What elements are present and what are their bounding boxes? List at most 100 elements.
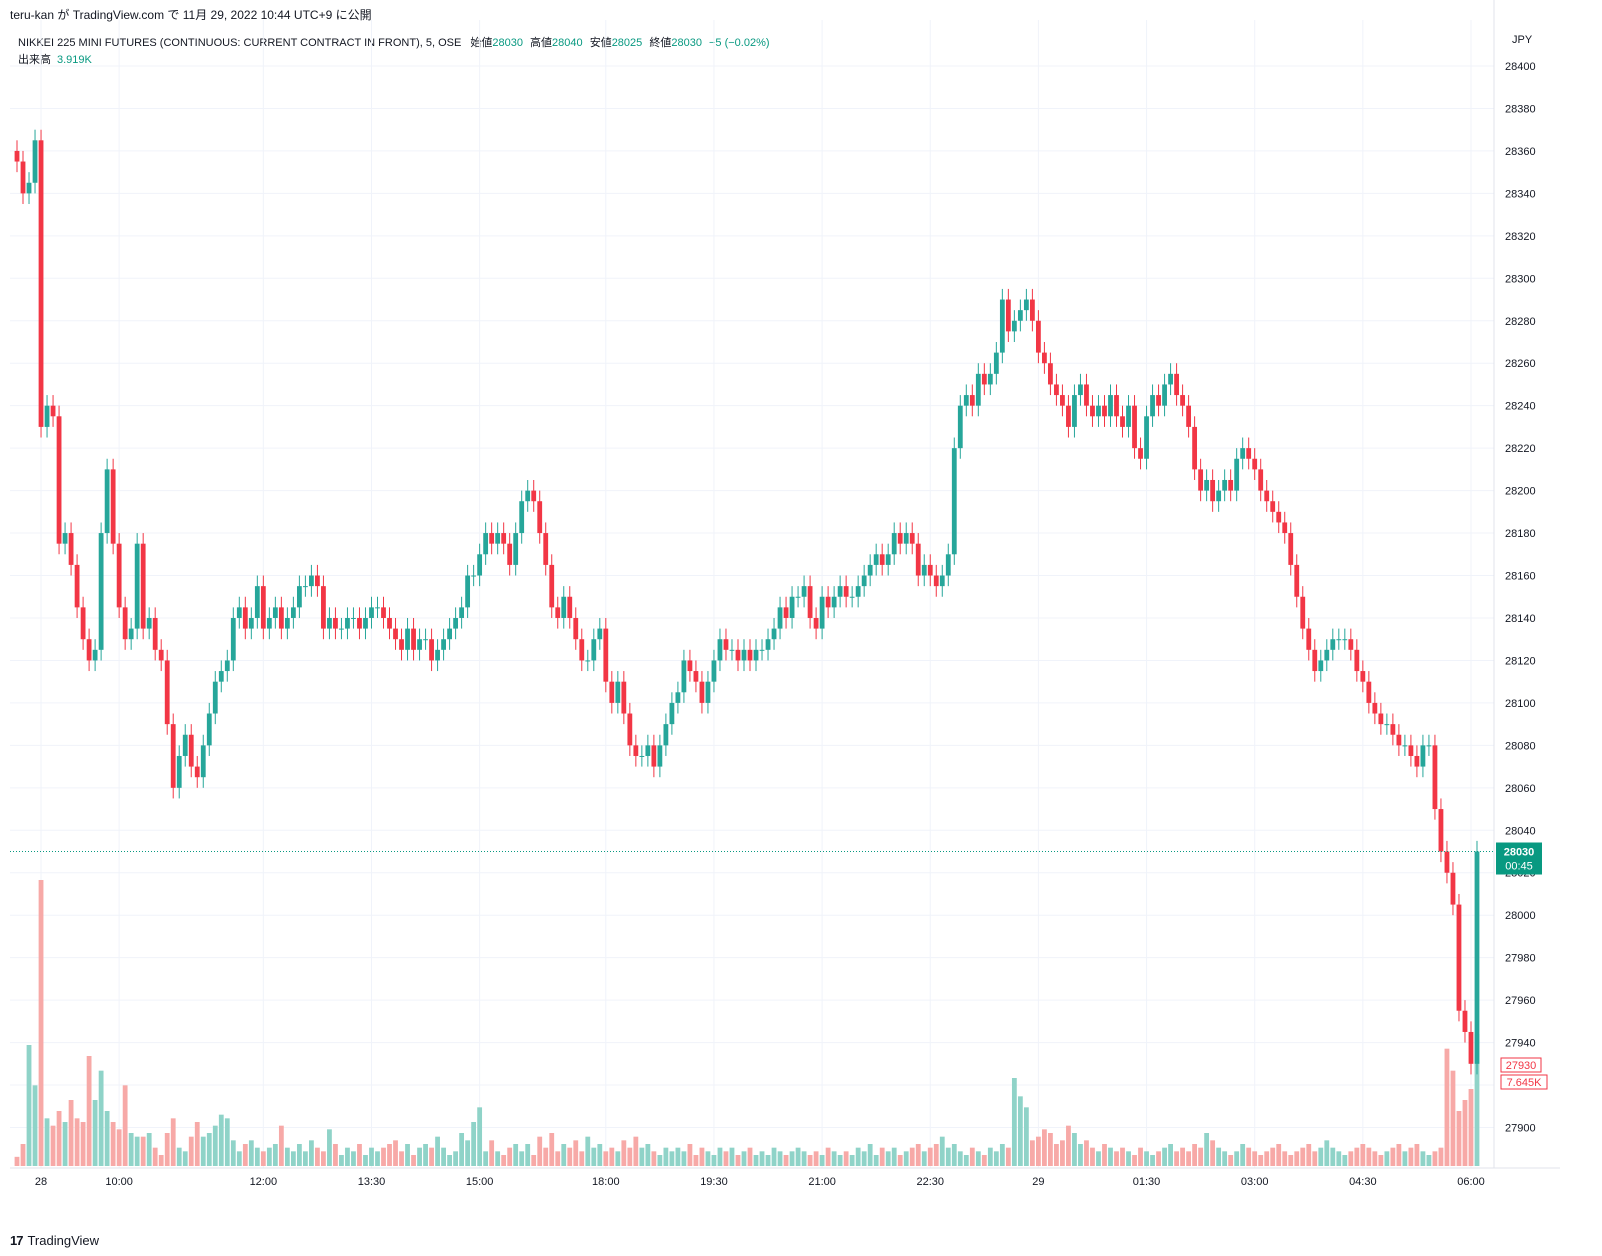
volume-bar (1456, 1111, 1462, 1166)
volume-bar (897, 1155, 903, 1166)
candle-body (1276, 511, 1282, 523)
volume-bar (110, 1122, 116, 1166)
volume-bar (765, 1155, 771, 1166)
countdown-label: 00:45 (1505, 861, 1533, 873)
volume-bar (837, 1155, 843, 1166)
brand-name: TradingView (27, 1233, 100, 1248)
volume-bar (170, 1118, 176, 1166)
volume-bar (86, 1056, 92, 1166)
volume-bar (843, 1151, 849, 1166)
candle-body (1234, 458, 1240, 491)
candle-body (369, 607, 374, 618)
volume-bar (585, 1136, 591, 1166)
candle-body (68, 533, 74, 565)
candle-body (333, 617, 338, 629)
currency-label[interactable]: JPY (1512, 34, 1533, 46)
candle-body (807, 586, 813, 618)
candle-body (969, 395, 975, 406)
volume-bar (176, 1147, 182, 1166)
volume-bar (315, 1147, 320, 1166)
candle-body (1300, 596, 1306, 629)
candle-body (104, 469, 110, 534)
volume-label[interactable]: 出来高 (18, 54, 51, 66)
volume-bar (1120, 1147, 1125, 1166)
volume-bar (387, 1144, 392, 1166)
volume-bar (1390, 1147, 1396, 1166)
volume-bar (1294, 1151, 1300, 1166)
candle-body (1216, 490, 1222, 502)
candle-body (381, 607, 386, 618)
candle-body (783, 607, 789, 618)
candle-body (867, 564, 873, 576)
candle-body (885, 554, 891, 565)
volume-bar (693, 1155, 699, 1166)
volume-bar (363, 1155, 368, 1166)
volume-bar (735, 1155, 741, 1166)
volume-bar (579, 1151, 585, 1166)
candle-body (411, 628, 416, 650)
volume-bar (272, 1144, 278, 1166)
candle-body (260, 586, 266, 629)
last-price-label: 28030 (1504, 847, 1535, 859)
x-tick-label: 13:30 (358, 1176, 386, 1188)
candle-body (315, 575, 320, 587)
candle-body (80, 607, 86, 640)
candle-body (1420, 745, 1426, 767)
candle-body (1005, 299, 1011, 332)
volume-bar (333, 1144, 338, 1166)
candle-body (771, 628, 777, 640)
candle-body (669, 702, 675, 725)
candle-body (687, 660, 693, 672)
candle-body (1156, 395, 1161, 406)
y-tick-label: 28240 (1505, 401, 1536, 413)
candle-body (1192, 426, 1198, 470)
candle-body (561, 596, 567, 618)
candle-body (1054, 384, 1059, 396)
candle-body (200, 745, 206, 778)
low-marker-label: 27930 (1506, 1060, 1537, 1072)
volume-bar (537, 1136, 543, 1166)
candle-body (110, 469, 116, 544)
candle-body (206, 713, 212, 746)
symbol-name[interactable]: NIKKEI 225 MINI FUTURES (CONTINUOUS: CUR… (18, 37, 462, 49)
volume-bar (771, 1147, 777, 1166)
volume-bar (513, 1144, 519, 1166)
x-tick-label: 04:30 (1349, 1176, 1377, 1188)
volume-bar (885, 1151, 891, 1166)
tradingview-brand[interactable]: 17 TradingView (10, 1233, 99, 1248)
volume-bar (1174, 1151, 1179, 1166)
x-tick-label: 18:00 (592, 1176, 620, 1188)
volume-bar (1468, 1089, 1474, 1166)
candle-body (212, 681, 218, 714)
candle-body (897, 533, 903, 544)
candle-body (38, 140, 44, 427)
volume-bar (1246, 1147, 1252, 1166)
volume-bar (38, 880, 44, 1166)
volume-bar (212, 1125, 218, 1166)
candle-body (711, 660, 717, 682)
candle-body (537, 501, 543, 534)
candle-body (441, 639, 446, 650)
candle-body (621, 681, 627, 714)
y-tick-label: 28400 (1505, 61, 1536, 73)
volume-bar (1252, 1151, 1258, 1166)
candle-body (927, 564, 933, 576)
y-tick-label: 28360 (1505, 146, 1536, 158)
volume-bar (717, 1147, 723, 1166)
volume-bar (993, 1151, 999, 1166)
volume-bar (1192, 1144, 1198, 1166)
candle-body (1066, 405, 1071, 427)
candle-body (1414, 755, 1420, 767)
candle-body (1312, 649, 1318, 672)
volume-bar (1396, 1144, 1402, 1166)
volume-bar (1029, 1140, 1035, 1166)
candle-body (1114, 395, 1119, 417)
volume-bar (26, 1045, 32, 1166)
candle-body (194, 766, 200, 778)
candle-body (1198, 469, 1204, 491)
volume-bar (501, 1155, 507, 1166)
candle-body (741, 649, 747, 661)
volume-bar (266, 1147, 272, 1166)
candle-body (633, 745, 639, 756)
